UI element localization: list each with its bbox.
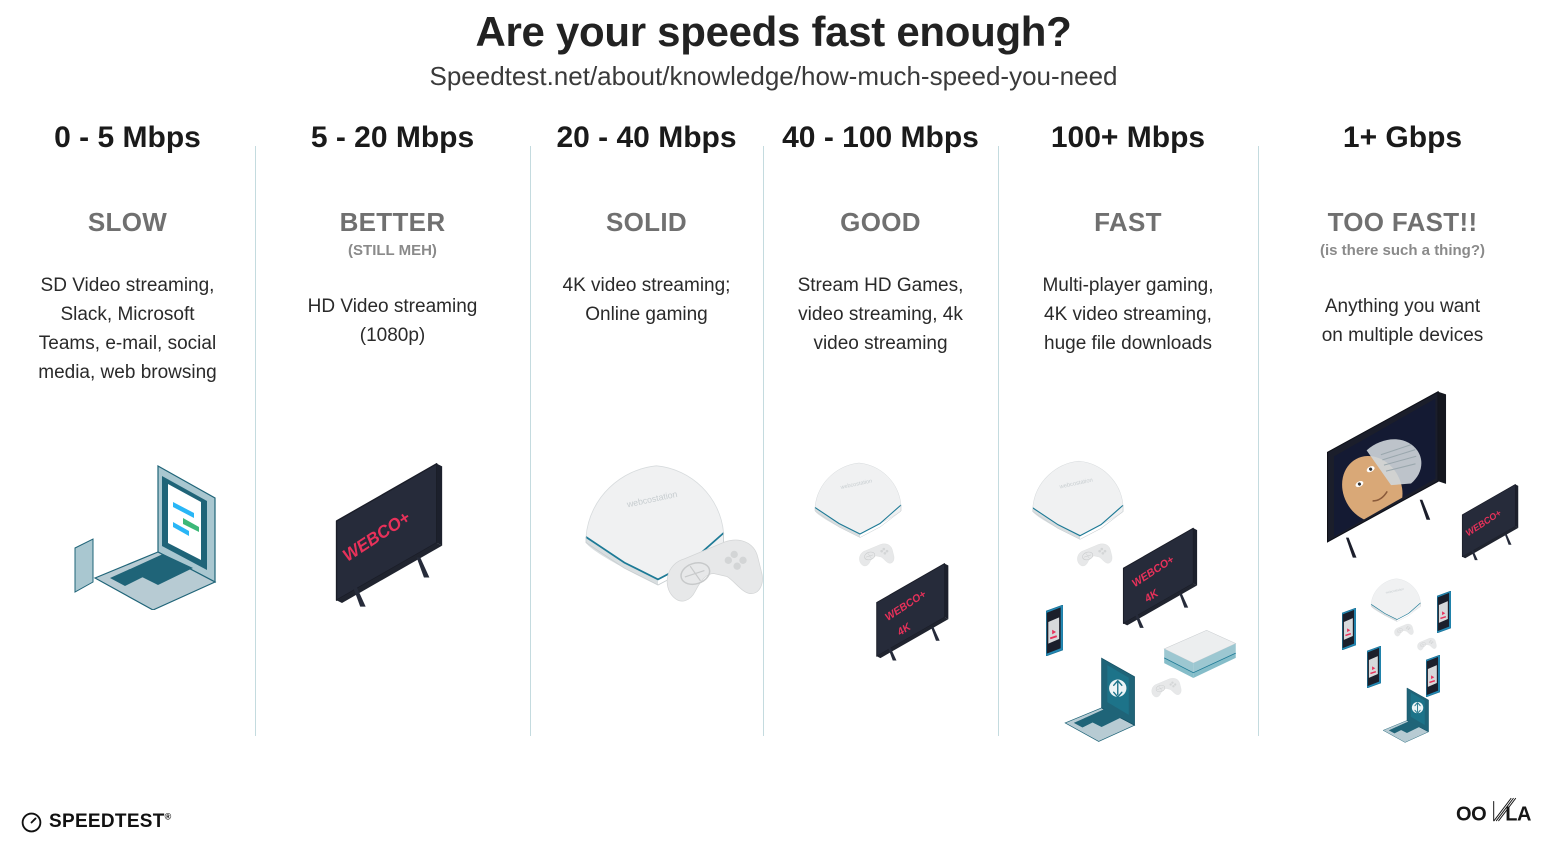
svg-text:OO: OO: [1456, 804, 1486, 826]
svg-text:LA: LA: [1505, 804, 1531, 826]
